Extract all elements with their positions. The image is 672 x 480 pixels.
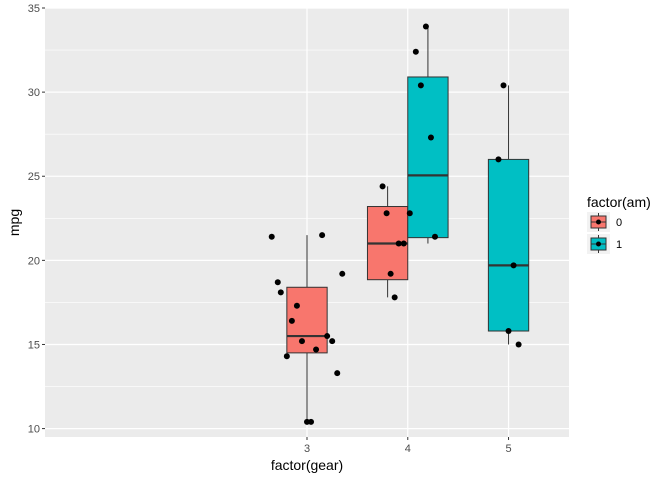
box-body	[487, 158, 530, 332]
data-point	[400, 240, 407, 247]
data-point	[334, 370, 341, 377]
data-point	[274, 279, 281, 286]
data-point	[495, 156, 502, 163]
data-point	[329, 338, 336, 345]
data-point	[313, 346, 320, 353]
data-point	[293, 302, 300, 309]
data-point	[387, 270, 394, 277]
data-point	[277, 289, 284, 296]
data-point	[515, 341, 522, 348]
data-point	[379, 183, 386, 190]
data-point	[383, 210, 390, 217]
y-tick-label: 35	[28, 3, 40, 15]
data-point	[298, 338, 305, 345]
legend-label: 1	[616, 239, 622, 251]
box-4-am1	[407, 26, 449, 244]
data-point	[505, 328, 512, 335]
x-tick-label: 3	[304, 443, 310, 455]
data-point	[268, 233, 275, 240]
data-point	[324, 333, 331, 340]
data-point	[510, 262, 517, 269]
x-tick-label: 5	[505, 443, 511, 455]
y-tick-label: 20	[28, 255, 40, 267]
legend-title: factor(am)	[587, 194, 651, 210]
y-tick-label: 10	[28, 424, 40, 436]
legend-label: 0	[616, 217, 622, 229]
data-point	[500, 82, 507, 89]
y-axis: 10 15 20 25 30 35	[28, 3, 45, 436]
points	[268, 23, 522, 425]
data-point	[427, 134, 434, 141]
data-point	[431, 233, 438, 240]
legend-key-point	[596, 241, 601, 247]
x-axis-title: factor(gear)	[271, 457, 343, 473]
data-point	[319, 232, 326, 239]
data-point	[395, 240, 402, 247]
legend-key-1	[587, 234, 610, 254]
y-tick-label: 15	[28, 339, 40, 351]
y-tick-label: 30	[28, 87, 40, 99]
data-point	[339, 270, 346, 277]
data-point	[308, 418, 315, 425]
data-point	[283, 353, 290, 360]
x-tick-label: 4	[405, 443, 411, 455]
x-axis: 3 4 5	[304, 437, 512, 455]
data-point	[288, 317, 295, 324]
data-point	[391, 294, 398, 301]
legend-key-0	[587, 212, 610, 232]
box-body	[407, 76, 449, 239]
legend: factor(am) 0 1	[587, 194, 651, 254]
y-tick-label: 25	[28, 171, 40, 183]
data-point	[412, 48, 419, 55]
legend-key-point	[596, 219, 601, 225]
data-point	[417, 82, 424, 89]
data-point	[422, 23, 429, 30]
data-point	[406, 210, 413, 217]
box-5-am1	[487, 85, 530, 345]
y-axis-title: mpg	[6, 209, 22, 236]
